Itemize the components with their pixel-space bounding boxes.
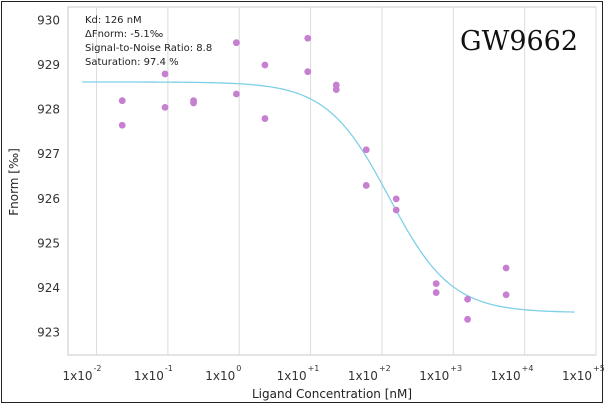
x-tick-exponent: +4	[522, 364, 534, 373]
data-point	[118, 121, 126, 129]
y-axis-ticks: 923 924 925 926 927 928 929 930	[37, 13, 60, 339]
x-tick-label: 1x10	[277, 369, 307, 383]
data-point	[261, 61, 269, 69]
data-point	[304, 34, 312, 42]
x-tick-label: 1x10	[419, 369, 449, 383]
x-tick-label: 1x10	[134, 369, 164, 383]
fit-curve-layer	[82, 81, 575, 313]
stat-delta-fnorm: ΔFnorm: -5.1‰	[85, 29, 163, 40]
data-point	[232, 39, 240, 47]
data-point	[161, 103, 169, 111]
stat-signal-to-noise: Signal-to-Noise Ratio: 8.8	[85, 43, 212, 54]
x-axis-ticks: 1x10-21x10-11x1001x10+11x10+21x10+31x10+…	[63, 364, 604, 383]
data-point	[432, 289, 440, 296]
y-axis-title: Fnorm [‰]	[7, 148, 21, 216]
data-point	[232, 90, 240, 98]
y-tick-label: 926	[37, 192, 60, 206]
x-tick-exponent: -2	[94, 364, 102, 373]
data-point	[332, 86, 340, 93]
x-axis-title: Ligand Concentration [nM]	[252, 387, 412, 401]
data-point	[502, 264, 510, 272]
x-tick-label: 1x10	[562, 369, 592, 383]
y-tick-label: 930	[37, 13, 60, 27]
x-tick-label: 1x10	[63, 369, 93, 383]
data-point	[161, 70, 169, 78]
data-point	[392, 195, 400, 203]
x-tick-exponent: 0	[236, 364, 241, 373]
y-tick-label: 927	[37, 147, 60, 161]
data-point	[502, 291, 510, 299]
data-points-layer	[118, 34, 510, 323]
x-tick-exponent: -1	[165, 364, 173, 373]
gridlines	[96, 7, 597, 355]
x-tick-exponent: +2	[379, 364, 391, 373]
data-point	[362, 146, 370, 154]
y-tick-label: 923	[37, 326, 60, 340]
x-tick-exponent: +3	[450, 364, 462, 373]
y-tick-label: 925	[37, 236, 60, 250]
data-point	[261, 115, 269, 122]
data-point	[118, 97, 126, 105]
y-tick-label: 929	[37, 58, 60, 72]
data-point	[362, 182, 370, 189]
data-point	[464, 295, 471, 303]
data-point	[432, 280, 440, 288]
stats-box: Kd: 126 nM ΔFnorm: -5.1‰ Signal-to-Noise…	[85, 15, 212, 68]
x-tick-label: 1x10	[348, 369, 378, 383]
x-tick-exponent: +5	[593, 364, 604, 373]
fit-curve	[82, 81, 575, 313]
x-tick-exponent: +1	[308, 364, 320, 373]
x-tick-label: 1x10	[491, 369, 521, 383]
compound-title: GW9662	[460, 26, 578, 57]
x-tick-label: 1x10	[205, 369, 235, 383]
y-tick-label: 924	[37, 281, 60, 295]
data-point	[464, 315, 471, 323]
data-point	[304, 68, 312, 76]
data-point	[392, 206, 400, 214]
stat-saturation: Saturation: 97.4 %	[85, 57, 179, 68]
data-point	[190, 99, 197, 107]
stat-kd: Kd: 126 nM	[85, 15, 142, 26]
y-tick-label: 928	[37, 103, 60, 117]
